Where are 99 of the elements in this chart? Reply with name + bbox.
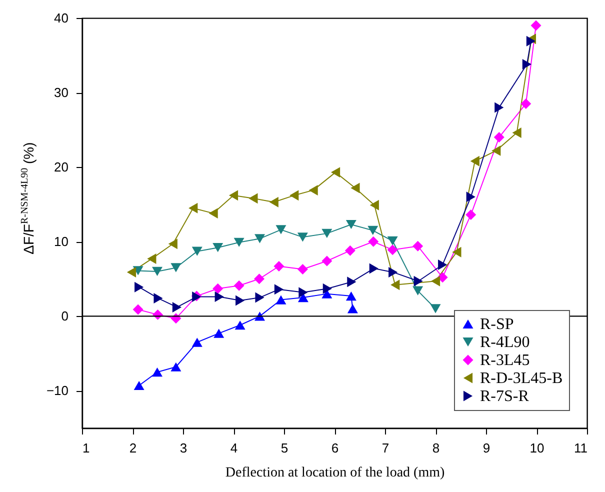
x-axis-title: Deflection at location of the load (mm) [225, 466, 445, 480]
legend-label: R-7S-R [480, 388, 530, 405]
point [466, 210, 476, 220]
point [214, 292, 224, 302]
point [154, 293, 163, 304]
point [369, 263, 378, 274]
point [147, 254, 156, 264]
x-tick-label: 4 [230, 440, 238, 456]
point [346, 220, 356, 230]
point [214, 328, 224, 338]
point [170, 263, 182, 272]
point [347, 304, 358, 314]
point [297, 232, 308, 242]
point [330, 167, 340, 178]
point [132, 266, 144, 276]
point [387, 236, 398, 246]
point [430, 304, 441, 314]
point [297, 264, 308, 274]
x-tick-label: 10 [530, 440, 544, 456]
point [308, 184, 318, 196]
point [412, 286, 424, 296]
point [132, 304, 144, 315]
y-tick-label: 40 [54, 10, 68, 26]
point [234, 320, 246, 330]
legend-label: R-3L45 [480, 352, 530, 369]
y-tick-label: −10 [46, 383, 68, 398]
point [188, 202, 198, 214]
point [347, 276, 356, 288]
point [212, 243, 224, 252]
point [438, 260, 448, 270]
point [290, 190, 299, 201]
legend-label: R-D-3L45-B [480, 370, 563, 387]
point [255, 292, 264, 303]
point [134, 282, 144, 292]
point [234, 238, 244, 247]
point [276, 225, 286, 234]
point [350, 182, 360, 194]
point [414, 276, 423, 286]
x-tick-label: 2 [129, 440, 137, 456]
x-tick-label: 6 [331, 440, 339, 456]
point [298, 287, 308, 298]
point [522, 58, 532, 70]
point [276, 295, 286, 304]
x-tick-label: 11 [574, 440, 588, 456]
point [152, 368, 162, 377]
y-tick-label: 10 [54, 234, 68, 250]
point [368, 226, 378, 235]
point [168, 238, 178, 250]
point [346, 292, 356, 301]
point [370, 200, 379, 210]
point [234, 280, 244, 291]
point [368, 236, 379, 247]
legend-label: R-SP [480, 316, 514, 333]
point [274, 284, 284, 295]
point [126, 266, 136, 278]
point [254, 234, 266, 244]
point [152, 266, 162, 276]
point [322, 228, 332, 238]
x-tick-label: 1 [82, 440, 90, 456]
point [212, 283, 224, 294]
point [470, 156, 480, 166]
point [387, 244, 398, 256]
point [430, 276, 440, 286]
point [512, 128, 522, 138]
x-tick-label: 7 [382, 440, 390, 456]
y-tick-label: 30 [54, 85, 68, 100]
point [452, 246, 462, 258]
x-tick-label: 8 [432, 440, 440, 456]
point [269, 196, 278, 208]
point [322, 283, 332, 294]
point [298, 293, 308, 302]
point [170, 362, 182, 372]
point [274, 260, 284, 272]
point [236, 295, 245, 306]
x-tick-label: 5 [280, 440, 288, 456]
x-tick-label: 9 [482, 440, 490, 456]
point [412, 240, 424, 252]
y-tick-label: 0 [61, 308, 68, 324]
point [390, 280, 400, 290]
point [494, 102, 504, 113]
point [254, 274, 264, 284]
point [322, 256, 332, 266]
point [192, 338, 202, 347]
point [248, 193, 258, 204]
point [134, 380, 144, 390]
legend-label: R-4L90 [480, 334, 530, 351]
point [388, 266, 398, 278]
point [344, 245, 356, 256]
point [192, 246, 202, 256]
x-tick-label: 3 [180, 440, 188, 456]
point [208, 208, 218, 219]
point [530, 20, 542, 31]
point [466, 192, 476, 202]
point [492, 145, 501, 156]
point [172, 302, 182, 312]
y-tick-label: 20 [54, 160, 68, 175]
point [494, 132, 504, 143]
point [520, 98, 532, 109]
point [228, 190, 238, 201]
